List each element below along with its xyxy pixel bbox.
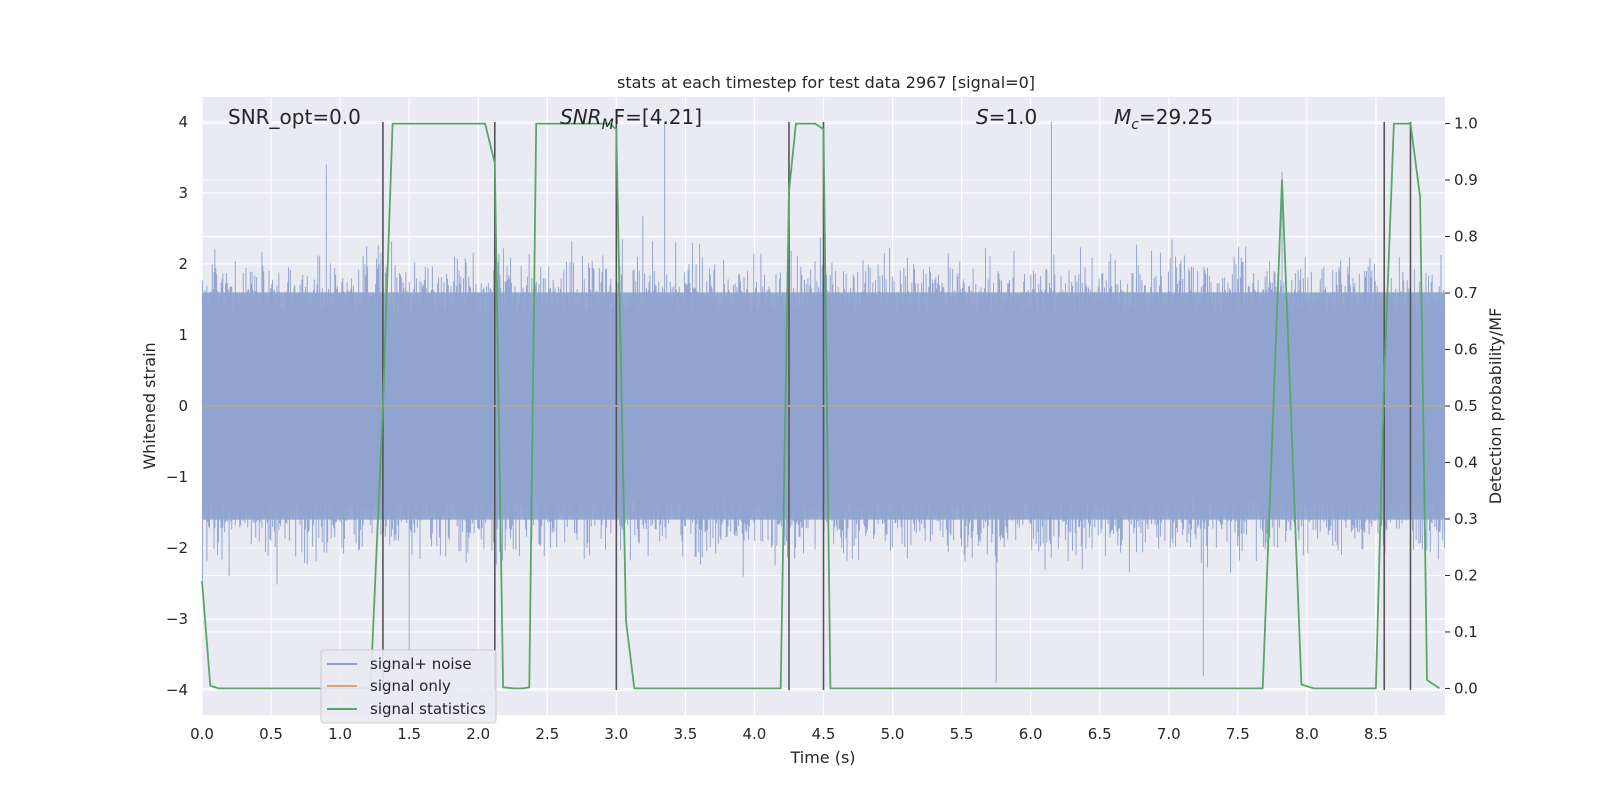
x-tick-label: 5.0 <box>881 725 905 743</box>
legend-label-statistics: signal statistics <box>370 700 486 718</box>
y2-tick-label: 0.4 <box>1454 453 1478 471</box>
y-axis-ticks: 4 3 2 1 0 −1 −2 −3 −4 <box>166 113 188 699</box>
y2-tick-label: 0.3 <box>1454 510 1478 528</box>
mc-symbol: M <box>1114 105 1131 129</box>
x-tick-label: 0.0 <box>190 725 214 743</box>
noise-spikes <box>201 121 1446 683</box>
y-tick-label: −2 <box>166 539 188 557</box>
x-tick-label: 8.0 <box>1295 725 1319 743</box>
annotation-mc: Mc=29.25 <box>1114 105 1213 133</box>
x-tick-label: 4.5 <box>812 725 836 743</box>
legend-label-signal-only: signal only <box>370 677 451 695</box>
y-tick-label: 3 <box>178 184 188 202</box>
x-tick-label: 0.5 <box>259 725 283 743</box>
y-tick-label: 2 <box>178 255 188 273</box>
y2-tick-label: 0.7 <box>1454 284 1478 302</box>
mc-subscript: c <box>1131 117 1139 133</box>
signal-statistics-series <box>201 122 1441 690</box>
y2-tick-label: 0.6 <box>1454 341 1478 359</box>
x-tick-label: 7.0 <box>1157 725 1181 743</box>
chart-title: stats at each timestep for test data 296… <box>617 73 1035 92</box>
snr-mf-symbol: SNR <box>560 105 602 129</box>
y2-tick-label: 0.0 <box>1454 679 1478 697</box>
y-tick-label: −3 <box>166 610 188 628</box>
x-tick-label: 2.0 <box>466 725 490 743</box>
x-tick-label: 8.5 <box>1364 725 1388 743</box>
x-axis-ticks: 0.0 0.5 1.0 1.5 2.0 2.5 3.0 3.5 4.0 4.5 5.0 5.5 6.0 6… <box>190 725 1388 743</box>
annotation-snr-mf: SNRMF=[4.21] <box>560 105 702 133</box>
x-tick-label: 3.5 <box>673 725 697 743</box>
y-tick-label: −1 <box>166 468 188 486</box>
s-value: =1.0 <box>989 105 1038 129</box>
annotation-snr-opt: SNR_opt=0.0 <box>228 105 361 129</box>
y2-tick-label: 1.0 <box>1454 115 1478 133</box>
x-tick-label: 3.0 <box>604 725 628 743</box>
y2-tick-label: 0.9 <box>1454 171 1478 189</box>
y-tick-label: 4 <box>178 113 188 131</box>
y2-tick-label: 0.2 <box>1454 566 1478 584</box>
annotation-s: S=1.0 <box>976 105 1037 129</box>
x-tick-label: 6.5 <box>1088 725 1112 743</box>
legend: signal+ noise signal only signal statist… <box>320 649 497 724</box>
y-tick-label: 1 <box>178 326 188 344</box>
x-tick-label: 4.0 <box>743 725 767 743</box>
y2-axis-ticks: 1.0 0.9 0.8 0.7 0.6 0.5 0.4 0.3 0.2 0.1 0.0 <box>1445 115 1478 697</box>
x-tick-label: 1.0 <box>328 725 352 743</box>
snr-mf-value: F=[4.21] <box>614 105 702 129</box>
x-tick-label: 1.5 <box>397 725 421 743</box>
y2-tick-label: 0.8 <box>1454 228 1478 246</box>
y2-tick-label: 0.1 <box>1454 623 1478 641</box>
x-tick-label: 6.0 <box>1019 725 1043 743</box>
y-axis-label: Whitened strain <box>140 342 159 469</box>
y-tick-label: −4 <box>166 681 188 699</box>
legend-box <box>320 649 497 724</box>
x-tick-label: 7.5 <box>1226 725 1250 743</box>
x-axis-label: Time (s) <box>789 748 855 767</box>
x-tick-label: 2.5 <box>535 725 559 743</box>
legend-label-noise: signal+ noise <box>370 655 472 673</box>
snr-mf-subscript: M <box>602 117 614 133</box>
x-tick-label: 5.5 <box>950 725 974 743</box>
y2-axis-label: Detection probability/MF <box>1486 308 1505 505</box>
y2-tick-label: 0.5 <box>1454 397 1478 415</box>
s-symbol: S <box>976 105 989 129</box>
y-tick-label: 0 <box>178 397 188 415</box>
mc-value: =29.25 <box>1139 105 1213 129</box>
statistics-line <box>201 122 1441 690</box>
